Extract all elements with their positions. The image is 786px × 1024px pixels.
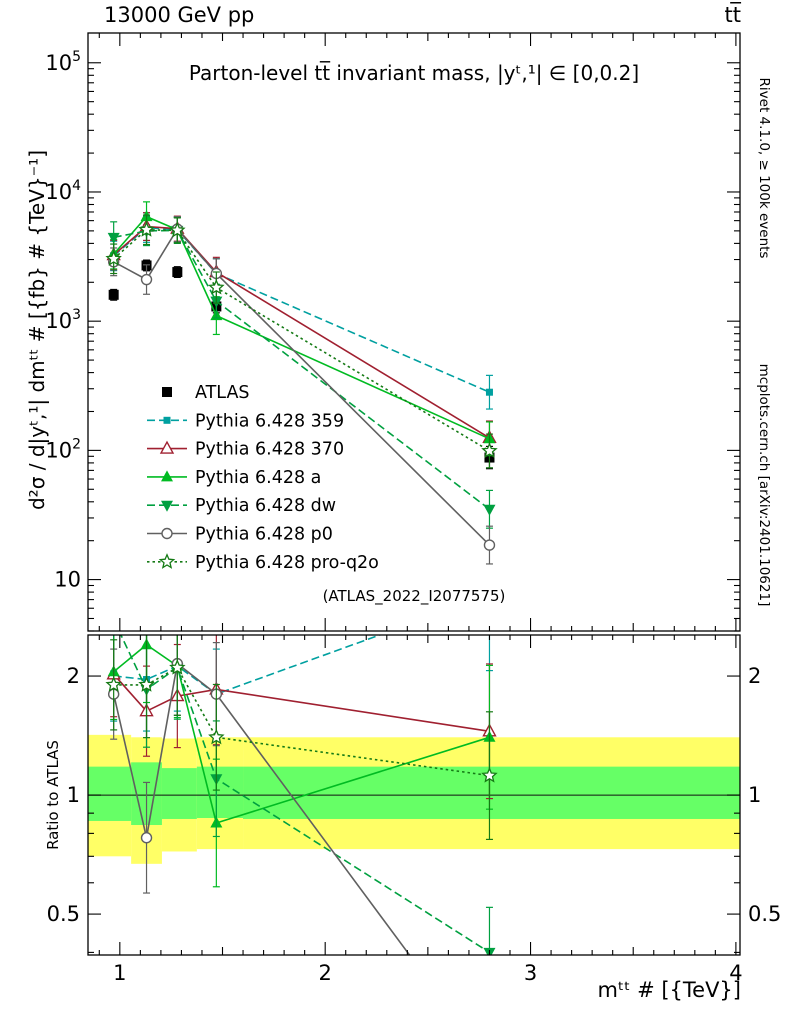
ratio-y-tick-label: 1 <box>748 783 761 807</box>
x-axis-label: mᵗᵗ # [{TeV}] <box>598 978 741 1002</box>
inner-uncertainty-band <box>161 768 197 819</box>
x-tick-label: 2 <box>318 961 331 985</box>
watermark: (ATLAS_2022_I2077575) <box>323 587 506 606</box>
beam-energy-label: 13000 GeV pp <box>104 3 254 27</box>
ratio-uncertainty-bands <box>88 734 740 864</box>
main-y-tick-label: 102 <box>45 436 81 462</box>
legend-item-pythia-6-428-a: Pythia 6.428 a <box>147 468 321 488</box>
marker-star-open <box>208 728 225 745</box>
ratio-series-layer <box>105 635 498 955</box>
x-tick-label: 1 <box>113 961 126 985</box>
marker-star-open <box>138 221 155 237</box>
marker-star-open <box>105 676 122 692</box>
main-y-axis-label: d²σ / d|yᵗ,¹| dmᵗᵗ # [{fb} # {TeV}⁻¹] <box>25 150 49 510</box>
marker-square <box>162 387 172 397</box>
ratio-y-tick-label: 2 <box>67 664 80 688</box>
legend-label: Pythia 6.428 359 <box>195 411 344 431</box>
marker-triangle-down <box>161 500 173 512</box>
legend-label: ATLAS <box>195 383 250 403</box>
marker-circle-open <box>140 832 153 844</box>
marker-star-open <box>481 442 498 458</box>
legend-item-pythia-6-428-dw: Pythia 6.428 dw <box>147 496 336 516</box>
legend-item-pythia-6-428-359: Pythia 6.428 359 <box>147 411 344 431</box>
main-y-tick-label: 105 <box>45 49 81 75</box>
marker-star-open <box>481 766 498 783</box>
rivet-version-note: Rivet 4.1.0, ≥ 100k events <box>756 78 772 259</box>
legend-item-pythia-6-428-370: Pythia 6.428 370 <box>147 440 344 460</box>
inner-uncertainty-band <box>88 766 132 821</box>
legend-label: Pythia 6.428 dw <box>195 496 336 516</box>
marker-circle-open <box>140 273 153 286</box>
marker-triangle-up <box>161 470 173 482</box>
main-y-tick-label: 103 <box>45 307 81 333</box>
series-pythia-6-428-pro-q2o <box>105 214 498 469</box>
x-tick-label: 4 <box>729 961 742 985</box>
ratio-y-axis-label: Ratio to ATLAS <box>44 740 62 850</box>
marker-star-open <box>169 221 186 238</box>
marker-star-open <box>138 676 155 692</box>
ratio-y-tick-label: 1 <box>67 783 80 807</box>
ratio-y-tick-label: 2 <box>748 664 761 688</box>
marker-square-small <box>163 416 171 424</box>
legend-label: Pythia 6.428 a <box>195 468 321 488</box>
marker-star-open <box>158 553 176 569</box>
marker-star-open <box>105 250 122 266</box>
main-y-tick-label: 10 <box>54 568 81 592</box>
legend-item-atlas: ATLAS <box>162 383 250 403</box>
marker-square <box>108 289 119 300</box>
marker-star-open <box>208 278 225 295</box>
legend: ATLAS Pythia 6.428 359 Pythia 6.428 370 Pyt… <box>147 383 379 573</box>
marker-triangle-up-open <box>159 440 175 454</box>
process-label: tt̅ <box>725 1 742 27</box>
main-y-tick-label: 104 <box>45 178 81 204</box>
axis-ticks <box>88 33 740 955</box>
series-line <box>113 228 490 452</box>
marker-circle-open <box>483 539 496 551</box>
marker-circle-open <box>161 527 173 540</box>
mcplots-note: mcplots.cern.ch [arXiv:2401.10621] <box>756 364 772 607</box>
marker-triangle-down <box>483 504 496 516</box>
plot-title: Parton-level tt̅ invariant mass, |yᵗ,¹| … <box>189 60 639 85</box>
legend-label: Pythia 6.428 p0 <box>195 525 333 545</box>
main-panel-frame <box>87 32 741 632</box>
ratio-y-tick-label: 0.5 <box>748 902 781 926</box>
legend-label: Pythia 6.428 370 <box>195 440 344 460</box>
marker-square-small <box>485 388 493 396</box>
ratio-y-tick-label: 0.5 <box>47 902 80 926</box>
legend-item-pythia-6-428-p0: Pythia 6.428 p0 <box>147 525 333 545</box>
marker-star-open <box>169 659 186 675</box>
marker-triangle-down <box>107 232 120 244</box>
legend-label: Pythia 6.428 pro-q2o <box>195 553 379 573</box>
main-series-layer <box>105 201 498 565</box>
x-tick-label: 3 <box>524 961 537 985</box>
legend-item-pythia-6-428-pro-q2o: Pythia 6.428 pro-q2o <box>147 553 379 573</box>
ratio-series-pythia-6-428-pro-q2o <box>105 635 498 841</box>
marker-square <box>172 267 183 278</box>
